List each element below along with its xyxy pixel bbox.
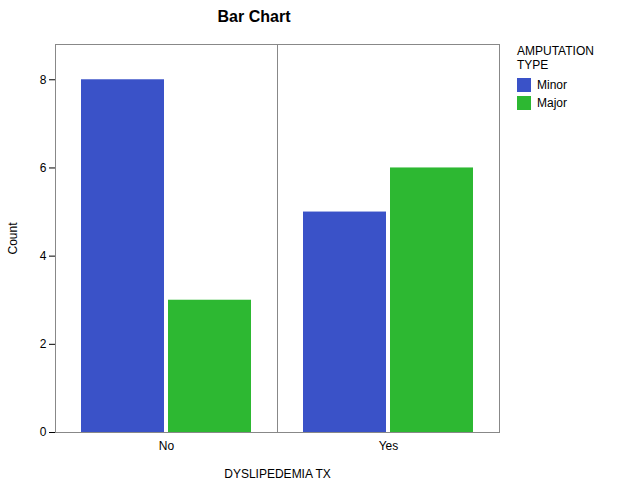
svg-text:DYSLIPEDEMIA TX: DYSLIPEDEMIA TX — [224, 467, 330, 481]
html-text:AMPUTATION TYPE: AMPUTATION TYPE — [517, 44, 594, 72]
svg-text:4: 4 — [40, 249, 47, 263]
html-text:Bar Chart: Bar Chart — [217, 8, 291, 25]
svg-text:8: 8 — [40, 73, 47, 87]
svg-text:Yes: Yes — [379, 439, 399, 453]
svg-text:Count: Count — [6, 222, 20, 255]
svg-text:No: No — [159, 439, 175, 453]
html-text:Minor: Minor — [537, 78, 567, 92]
svg-text:0: 0 — [40, 425, 47, 439]
svg-text:6: 6 — [40, 161, 47, 175]
svg-text:2: 2 — [40, 337, 47, 351]
html-text:Major: Major — [537, 96, 567, 110]
